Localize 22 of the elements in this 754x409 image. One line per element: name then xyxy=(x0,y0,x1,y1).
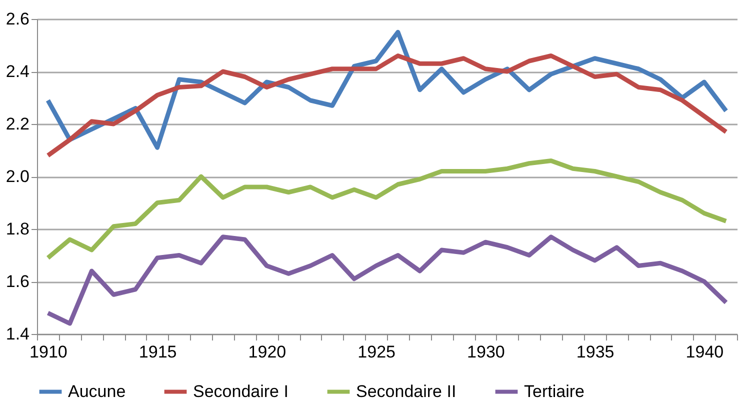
x-tick-label: 1940 xyxy=(686,342,724,362)
line-series xyxy=(46,30,728,150)
x-tick-label: 1935 xyxy=(576,342,614,362)
y-tick-label: 2.0 xyxy=(6,167,30,186)
x-tick-label: 1925 xyxy=(358,342,396,362)
line-series xyxy=(46,158,728,260)
y-tick-label: 1.4 xyxy=(6,324,30,344)
y-tick-label: 2.6 xyxy=(6,10,30,28)
line-series xyxy=(46,54,728,158)
legend-label: Secondaire II xyxy=(356,382,456,401)
y-tick-label: 2.2 xyxy=(6,114,30,134)
x-tick-label: 1915 xyxy=(138,342,177,362)
y-tick-label: 1.8 xyxy=(6,220,30,238)
x-tick-label: 1910 xyxy=(30,342,68,362)
legend-label: Secondaire I xyxy=(193,382,288,401)
x-tick-label: 1930 xyxy=(467,342,505,362)
line-series xyxy=(46,234,728,326)
legend-label: Aucune xyxy=(68,382,126,401)
y-tick-label: 2.4 xyxy=(6,62,30,81)
legend-label: Tertiaire xyxy=(524,382,584,401)
x-tick-label: 1920 xyxy=(248,342,286,362)
y-tick-label: 1.6 xyxy=(6,272,30,291)
